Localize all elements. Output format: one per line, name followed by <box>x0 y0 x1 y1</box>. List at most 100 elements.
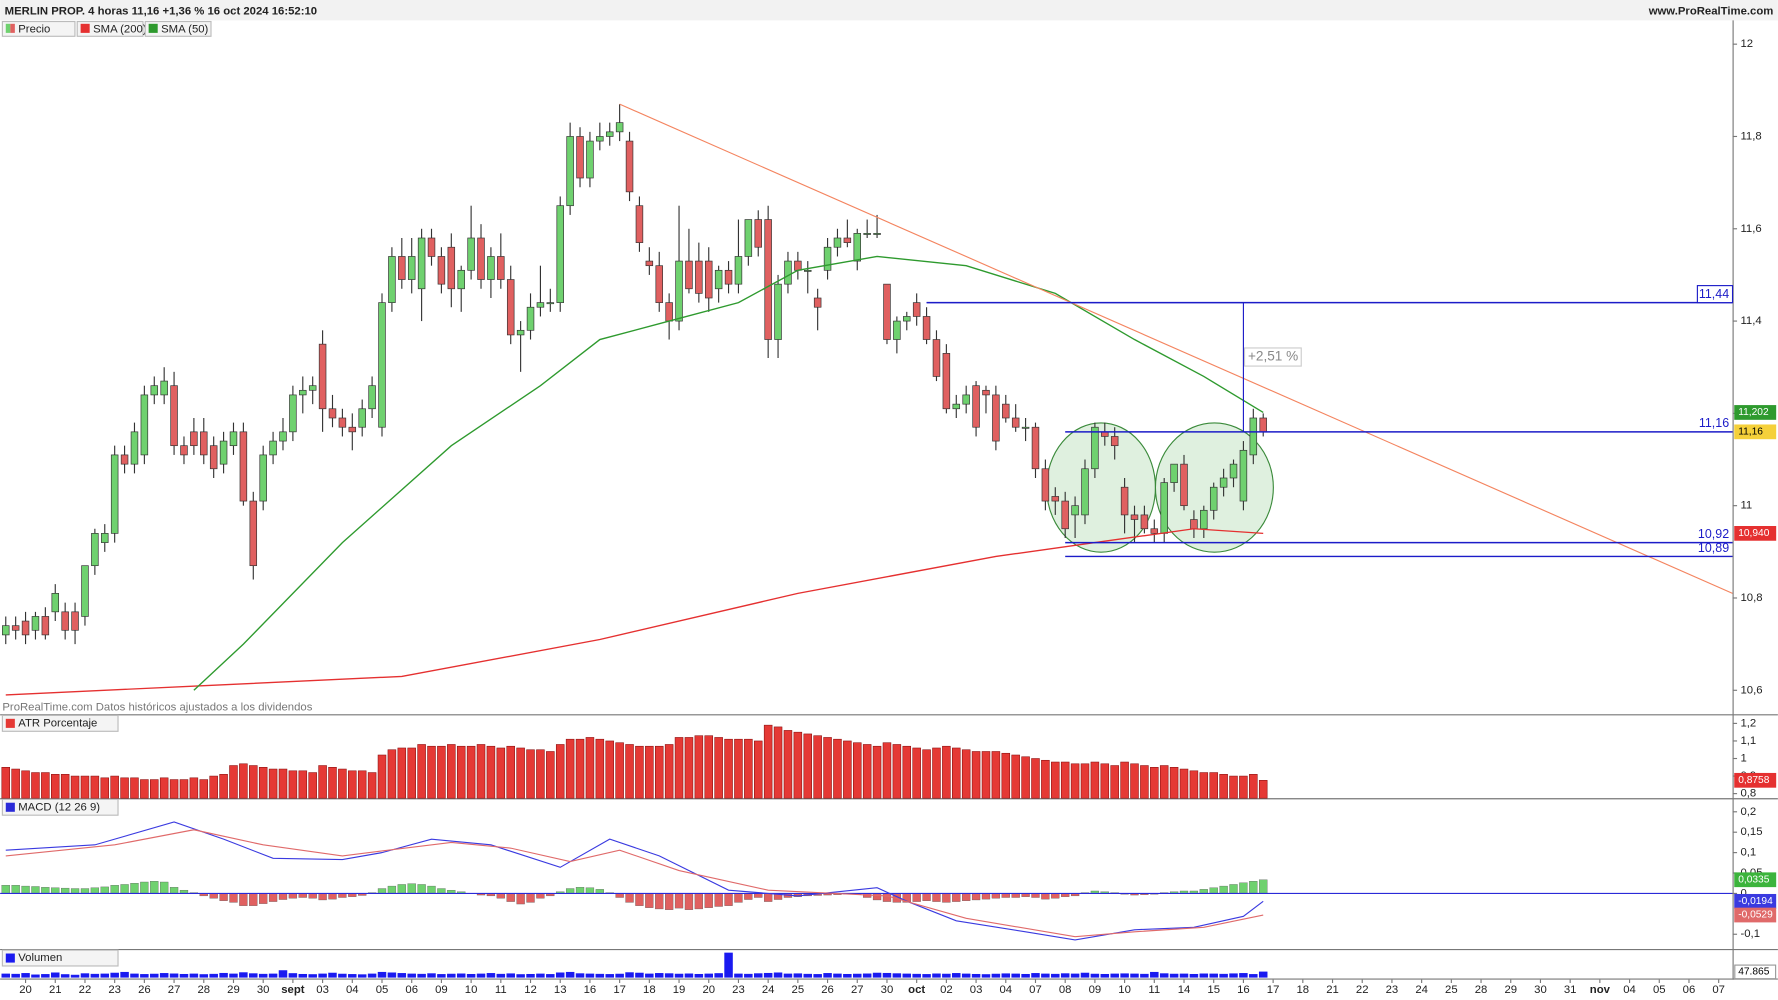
bar <box>21 973 30 978</box>
candle-body <box>209 445 218 470</box>
legend-box <box>1 798 119 816</box>
x-tick-label: 04 <box>346 984 359 996</box>
bar <box>249 765 258 799</box>
bar <box>496 973 506 978</box>
bar <box>1120 973 1129 978</box>
histogram-bar <box>61 887 70 894</box>
bar <box>110 775 119 799</box>
bar <box>763 972 773 978</box>
candle-body <box>625 140 634 193</box>
bar <box>1209 772 1218 799</box>
bar <box>11 973 20 978</box>
value-tag-label: 11,202 <box>1738 407 1769 418</box>
candle-body <box>160 380 168 396</box>
candle-body <box>1002 403 1010 419</box>
bar <box>684 973 694 978</box>
histogram-bar <box>971 893 981 901</box>
histogram-bar <box>1199 889 1208 894</box>
x-tick-label: 23 <box>732 984 745 996</box>
candle-body <box>477 237 485 280</box>
legend-label: SMA (200) <box>93 23 147 35</box>
candle-body <box>922 316 931 340</box>
bar <box>1159 973 1169 978</box>
bar <box>546 751 555 799</box>
bar <box>605 974 614 978</box>
y-tick-label: 0,15 <box>1740 826 1762 838</box>
histogram-bar <box>219 893 228 901</box>
bar <box>555 744 565 799</box>
bar <box>565 971 575 978</box>
x-tick-label: 25 <box>1445 984 1458 996</box>
bar <box>1140 973 1149 978</box>
bar <box>664 744 674 799</box>
x-tick-label: 23 <box>1386 984 1399 996</box>
top-bar <box>0 0 1778 21</box>
y-tick-label: 1,1 <box>1740 735 1756 747</box>
candle-body <box>605 131 614 137</box>
bar <box>318 765 327 799</box>
bar <box>338 973 347 978</box>
x-tick-label: 30 <box>1534 984 1547 996</box>
bar <box>635 745 644 799</box>
x-tick-label: 26 <box>138 984 151 996</box>
candle-body <box>1041 468 1050 502</box>
bar <box>437 974 446 978</box>
x-tick-label: 12 <box>524 984 537 996</box>
candle-body <box>1249 417 1258 456</box>
bar <box>387 972 397 978</box>
bar <box>229 973 238 978</box>
bar <box>1051 973 1060 978</box>
y-tick-label: 1,2 <box>1740 717 1756 729</box>
candle-body <box>1091 426 1099 470</box>
histogram-bar <box>882 893 892 902</box>
candle-body <box>110 454 119 534</box>
x-tick-label: 19 <box>673 984 686 996</box>
histogram-bar <box>991 893 1001 899</box>
histogram-bar <box>565 888 575 894</box>
bar <box>1 973 11 978</box>
histogram-bar <box>526 893 535 903</box>
bar <box>902 973 912 978</box>
histogram-bar <box>922 893 931 901</box>
value-tag <box>1734 907 1777 923</box>
candle-body <box>912 302 921 317</box>
bar <box>654 745 664 799</box>
bar <box>704 735 713 799</box>
histogram-bar <box>249 893 258 906</box>
bar <box>377 971 387 978</box>
x-tick-label: 30 <box>257 984 270 996</box>
bar <box>31 974 40 978</box>
value-tag <box>1734 964 1777 980</box>
bar <box>1001 973 1011 978</box>
candle-body <box>1229 463 1238 479</box>
header-site: www.ProRealTime.com <box>1648 5 1774 17</box>
candle-body <box>447 246 456 290</box>
bar <box>496 747 506 799</box>
bar <box>872 745 882 799</box>
candle-body <box>170 385 178 447</box>
histogram-bar <box>1229 884 1238 894</box>
bar <box>853 973 862 978</box>
bar <box>90 775 100 799</box>
bar <box>803 733 813 799</box>
bar <box>714 737 723 799</box>
candle-body <box>388 256 396 303</box>
histogram-bar <box>575 887 585 894</box>
y-tick-label: 0,8 <box>1740 788 1756 800</box>
candle-body <box>932 339 941 377</box>
candle-body <box>21 620 30 636</box>
bar <box>298 973 308 978</box>
candle-body <box>883 283 891 340</box>
bar <box>585 973 595 978</box>
histogram-bar <box>1239 882 1248 894</box>
histogram-bar <box>952 893 961 902</box>
bar <box>546 974 555 978</box>
candle-body <box>596 136 604 142</box>
histogram-bar <box>1219 885 1228 894</box>
candle-body <box>229 431 238 447</box>
candle-body <box>724 269 733 285</box>
histogram-bar <box>912 893 921 902</box>
histogram-bar <box>259 893 268 904</box>
bar <box>694 973 704 978</box>
